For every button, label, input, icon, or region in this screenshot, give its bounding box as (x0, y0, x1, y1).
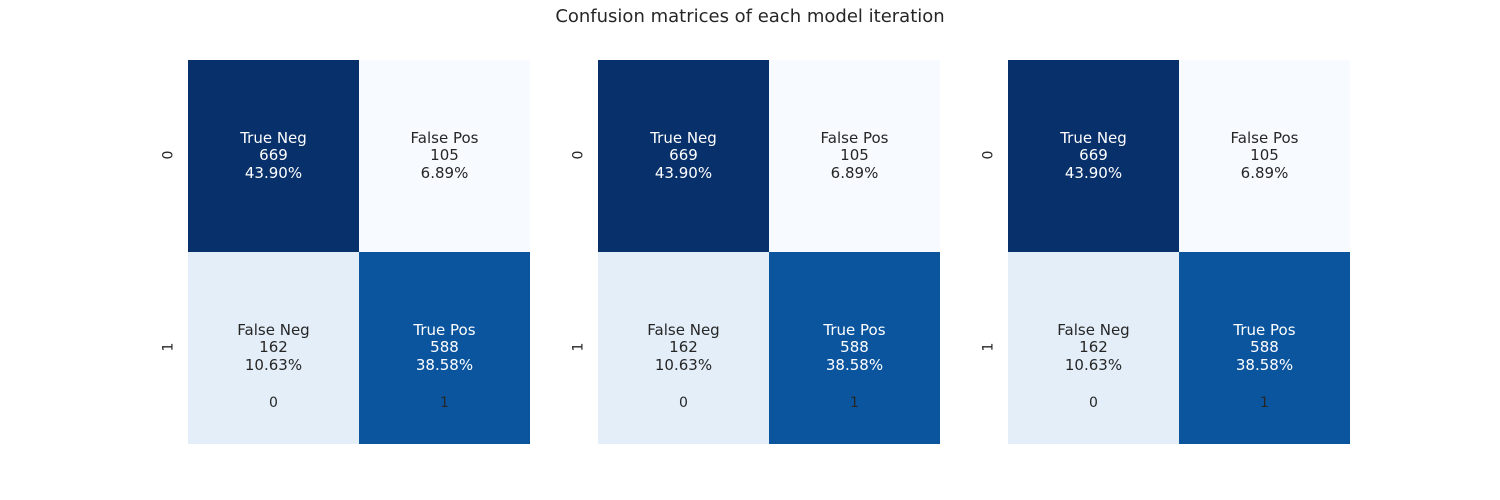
cell-percent-label: 6.89% (830, 163, 879, 182)
cell-group-label: True Pos (413, 320, 476, 339)
cell-count-label: 588 (840, 338, 869, 357)
cell-group-label: False Neg (647, 320, 720, 339)
y-tick-label: 0 (570, 150, 587, 160)
y-tick-label: 1 (980, 342, 997, 352)
cell-group-label: False Pos (1230, 128, 1299, 147)
cell-percent-label: 38.58% (825, 355, 884, 374)
heatmap-cell: True Neg 669 43.90% (598, 60, 769, 252)
cell-count-label: 162 (669, 338, 698, 357)
cell-count-label: 669 (1079, 146, 1108, 165)
y-tick-label: 0 (160, 150, 177, 160)
cell-group-label: True Pos (1233, 320, 1296, 339)
cell-group-label: True Neg (1060, 128, 1127, 147)
cell-group-label: True Neg (240, 128, 307, 147)
cell-count-label: 162 (259, 338, 288, 357)
cell-group-label: False Pos (410, 128, 479, 147)
cell-percent-label: 10.63% (1064, 355, 1123, 374)
cell-percent-label: 38.58% (1235, 355, 1294, 374)
cell-count-label: 669 (259, 146, 288, 165)
cell-percent-label: 10.63% (244, 355, 303, 374)
confusion-matrix-2: True Neg 669 43.90% False Pos 105 6.89% False … (598, 60, 940, 444)
confusion-matrix-1: True Neg 669 43.90% False Pos 105 6.89% False … (188, 60, 530, 444)
x-tick-label: 1 (850, 395, 859, 411)
heatmap-cell: False Pos 105 6.89% (769, 60, 940, 252)
cell-group-label: False Pos (820, 128, 889, 147)
cell-percent-label: 6.89% (1240, 163, 1289, 182)
cell-count-label: 105 (1250, 146, 1279, 165)
heatmap-cell: False Neg 162 10.63% (1008, 252, 1179, 444)
x-tick-label: 0 (679, 395, 688, 411)
cell-count-label: 162 (1079, 338, 1108, 357)
cell-group-label: True Pos (823, 320, 886, 339)
heatmap-cell: True Pos 588 38.58% (1179, 252, 1350, 444)
cell-count-label: 588 (430, 338, 459, 357)
cell-count-label: 105 (430, 146, 459, 165)
cell-group-label: False Neg (237, 320, 310, 339)
heatmap-cell: False Pos 105 6.89% (1179, 60, 1350, 252)
cell-count-label: 588 (1250, 338, 1279, 357)
y-tick-label: 1 (570, 342, 587, 352)
cell-percent-label: 43.90% (654, 163, 713, 182)
confusion-matrix-3: True Neg 669 43.90% False Pos 105 6.89% False … (1008, 60, 1350, 444)
cell-percent-label: 43.90% (1064, 163, 1123, 182)
x-tick-label: 0 (1089, 395, 1098, 411)
chart-title: Confusion matrices of each model iterati… (555, 6, 945, 27)
x-tick-label: 1 (440, 395, 449, 411)
cell-percent-label: 10.63% (654, 355, 713, 374)
x-tick-label: 0 (269, 395, 278, 411)
heatmap-cell: True Pos 588 38.58% (359, 252, 530, 444)
heatmap-cell: False Pos 105 6.89% (359, 60, 530, 252)
heatmap-cell: True Pos 588 38.58% (769, 252, 940, 444)
cell-percent-label: 6.89% (420, 163, 469, 182)
y-tick-label: 0 (980, 150, 997, 160)
y-tick-label: 1 (160, 342, 177, 352)
heatmap-cell: True Neg 669 43.90% (1008, 60, 1179, 252)
cell-count-label: 105 (840, 146, 869, 165)
cell-group-label: False Neg (1057, 320, 1130, 339)
cell-percent-label: 38.58% (415, 355, 474, 374)
cell-count-label: 669 (669, 146, 698, 165)
heatmap-cell: False Neg 162 10.63% (598, 252, 769, 444)
heatmap-cell: False Neg 162 10.63% (188, 252, 359, 444)
cell-percent-label: 43.90% (244, 163, 303, 182)
heatmap-cell: True Neg 669 43.90% (188, 60, 359, 252)
x-tick-label: 1 (1260, 395, 1269, 411)
cell-group-label: True Neg (650, 128, 717, 147)
